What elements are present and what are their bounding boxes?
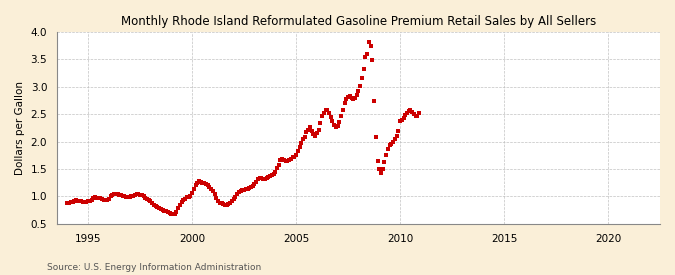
Text: Source: U.S. Energy Information Administration: Source: U.S. Energy Information Administ…	[47, 263, 261, 272]
Title: Monthly Rhode Island Reformulated Gasoline Premium Retail Sales by All Sellers: Monthly Rhode Island Reformulated Gasoli…	[121, 15, 596, 28]
Y-axis label: Dollars per Gallon: Dollars per Gallon	[15, 81, 25, 175]
